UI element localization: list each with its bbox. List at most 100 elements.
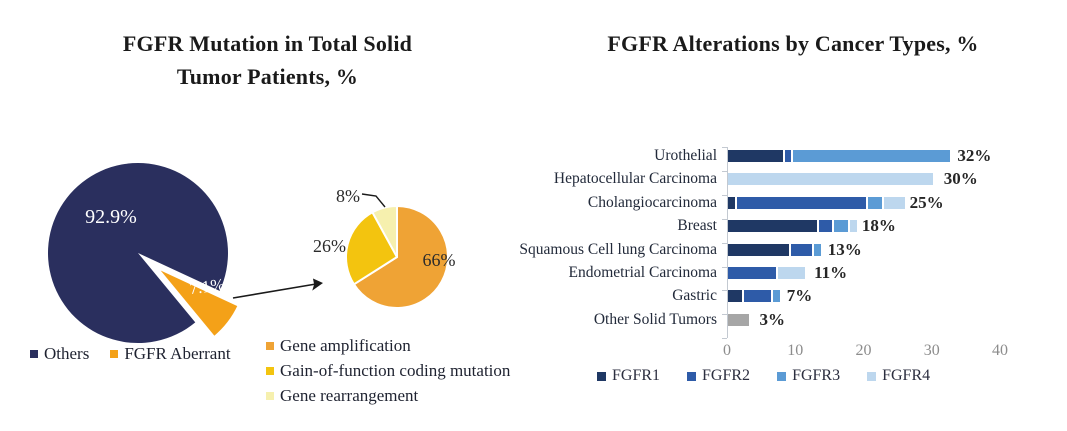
sub-pie-legend-item-chip-icon-0 bbox=[266, 342, 274, 350]
bar-legend-chip-icon-0 bbox=[597, 371, 606, 381]
sub-pie-legend: Gene amplification Gain-of-function codin… bbox=[266, 336, 510, 406]
x-tick-label-0: 0 bbox=[723, 342, 731, 359]
main-pie-legend-item-chip-icon-1 bbox=[110, 350, 119, 358]
sub-pie-legend-item-label-0: Gene amplification bbox=[280, 336, 411, 355]
sub-pie-legend-item-2: Gene rearrangement bbox=[266, 386, 510, 406]
bar-row-4 bbox=[728, 243, 821, 256]
sub-pie-legend-item-1: Gain-of-function coding mutation bbox=[266, 361, 510, 381]
main-pie-legend-item-label-0: Others bbox=[44, 344, 90, 363]
main-pie-value-others: 92.9% bbox=[85, 206, 137, 228]
bar-legend-chip-icon-1 bbox=[687, 371, 697, 381]
x-tick-label-1: 10 bbox=[787, 342, 804, 359]
left-chart-title-line1: FGFR Mutation in Total Solid bbox=[122, 31, 413, 56]
bar-segment-fgfr1 bbox=[728, 150, 783, 162]
bar-chart-legend: FGFR1 FGFR2 FGFR3 FGFR4 bbox=[597, 367, 930, 385]
bar-total-label-7: 3% bbox=[759, 309, 786, 329]
bar-segment-fgfr4 bbox=[850, 220, 857, 233]
bar-segment-fgfr3 bbox=[772, 290, 780, 303]
bar-category-label-3: Breast bbox=[677, 217, 717, 235]
y-axis-tick-8 bbox=[722, 338, 727, 340]
bar-segment-fgfr1 bbox=[728, 196, 735, 209]
y-axis-tick-4 bbox=[722, 242, 727, 244]
bar-row-7 bbox=[728, 313, 749, 326]
bar-row-5 bbox=[728, 267, 806, 279]
bar-segment-fgfr2 bbox=[728, 267, 776, 279]
y-axis-tick-1 bbox=[722, 170, 727, 172]
bar-segment-fgfr2 bbox=[736, 196, 867, 209]
pie-slice-others bbox=[47, 163, 228, 344]
main-pie-legend-item-0: Others bbox=[30, 344, 89, 364]
bar-total-label-3: 18% bbox=[861, 216, 896, 236]
sub-pie-chart bbox=[345, 205, 449, 309]
bar-legend-chip-icon-2 bbox=[777, 371, 787, 381]
bar-row-0 bbox=[728, 150, 951, 162]
y-axis-tick-5 bbox=[722, 266, 727, 268]
sub-pie-value-amplification: 66% bbox=[422, 250, 456, 270]
bar-total-label-5: 11% bbox=[814, 263, 848, 282]
pie-slice-fgfr-aberrant bbox=[155, 266, 240, 339]
y-axis-tick-2 bbox=[722, 194, 727, 196]
bar-row-3 bbox=[728, 220, 857, 233]
sub-pie-legend-item-label-2: Gene rearrangement bbox=[280, 386, 419, 405]
sub-pie-value-rearrangement: 8% bbox=[336, 186, 360, 206]
bar-chart-y-axis bbox=[727, 147, 728, 338]
bar-category-label-7: Other Solid Tumors bbox=[593, 310, 717, 328]
x-tick-label-4: 40 bbox=[992, 342, 1008, 359]
bar-segment-fgfr4 bbox=[884, 196, 905, 209]
bar-legend-item-2: FGFR3 bbox=[777, 367, 840, 385]
y-axis-tick-7 bbox=[722, 314, 727, 316]
bar-segment-fgfr3 bbox=[834, 220, 849, 233]
bar-row-2 bbox=[728, 196, 905, 209]
bar-category-label-0: Urothelial bbox=[654, 147, 717, 164]
bar-segment-fgfr1 bbox=[728, 243, 790, 256]
arrow-head-icon bbox=[312, 278, 323, 291]
bar-segment-fgfr3 bbox=[868, 196, 883, 209]
bar-segment-fgfr2 bbox=[784, 150, 792, 162]
y-axis-tick-3 bbox=[722, 218, 727, 220]
bar-total-label-0: 32% bbox=[957, 146, 992, 165]
main-pie-legend-item-label-1: FGFR Aberrant bbox=[124, 344, 231, 363]
main-pie-legend-item-1: FGFR Aberrant bbox=[110, 344, 231, 364]
bar-legend-label-3: FGFR4 bbox=[882, 367, 931, 384]
sub-pie-legend-item-chip-icon-1 bbox=[266, 367, 274, 375]
bar-segment-fgfr1 bbox=[728, 290, 742, 303]
bar-total-label-4: 13% bbox=[827, 239, 862, 259]
bar-legend-item-1: FGFR2 bbox=[687, 367, 750, 385]
sub-pie-slice-0 bbox=[352, 205, 449, 309]
bar-segment-fgfr4 bbox=[777, 267, 806, 279]
bar-segment-fgfr4 bbox=[728, 173, 933, 186]
bar-segment-unlabeled-gray bbox=[728, 313, 749, 326]
bar-legend-item-3: FGFR4 bbox=[867, 367, 930, 385]
y-axis-tick-6 bbox=[722, 290, 727, 292]
y-axis-tick-0 bbox=[722, 147, 727, 148]
left-chart-title: FGFR Mutation in Total Solid Tumor Patie… bbox=[45, 27, 490, 93]
bar-category-label-2: Cholangiocarcinoma bbox=[587, 193, 717, 211]
x-tick-label-3: 30 bbox=[923, 342, 940, 359]
bar-legend-label-2: FGFR3 bbox=[792, 367, 841, 384]
sub-pie-legend-item-label-1: Gain-of-function coding mutation bbox=[280, 361, 511, 380]
bar-legend-label-1: FGFR2 bbox=[702, 367, 751, 384]
bar-row-6 bbox=[728, 290, 780, 303]
sub-pie-legend-item-chip-icon-2 bbox=[266, 392, 274, 400]
main-pie-chart bbox=[47, 163, 240, 344]
bar-row-1 bbox=[728, 173, 933, 186]
sub-pie-slice-1 bbox=[345, 211, 398, 286]
main-pie-legend: Others FGFR Aberrant bbox=[30, 344, 231, 364]
sub-pie-slice-2 bbox=[371, 205, 398, 258]
callout-line-8pct bbox=[361, 193, 386, 208]
bar-category-label-5: Endometrial Carcinoma bbox=[568, 264, 718, 281]
bar-legend-item-0: FGFR1 bbox=[597, 367, 660, 385]
left-chart-title-line2: Tumor Patients, % bbox=[176, 64, 359, 89]
sub-pie-value-gain: 26% bbox=[313, 236, 346, 256]
bar-total-label-2: 25% bbox=[909, 192, 944, 212]
bar-segment-fgfr1 bbox=[728, 220, 817, 233]
bar-segment-fgfr2 bbox=[818, 220, 833, 233]
bar-category-label-1: Hepatocellular Carcinoma bbox=[553, 170, 717, 188]
x-tick-label-2: 20 bbox=[855, 342, 872, 359]
bar-segment-fgfr2 bbox=[743, 290, 771, 303]
arrow-line bbox=[232, 283, 317, 299]
sub-pie-legend-item-0: Gene amplification bbox=[266, 336, 510, 356]
bar-segment-fgfr3 bbox=[793, 150, 951, 162]
main-pie-legend-item-chip-icon-0 bbox=[30, 350, 38, 358]
